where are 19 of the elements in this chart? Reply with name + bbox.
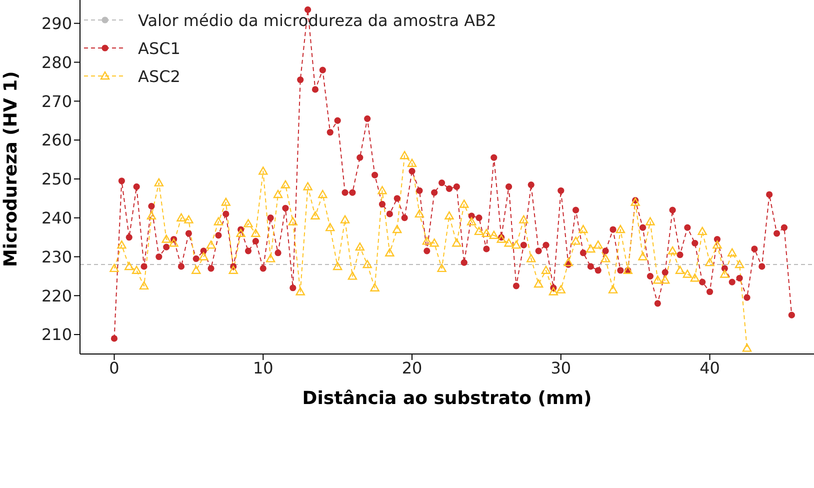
x-tick-label: 10 bbox=[252, 358, 274, 378]
x-axis-title: Distância ao substrato (mm) bbox=[302, 388, 592, 409]
y-tick-label: 240 bbox=[41, 208, 72, 228]
y-axis-title: Microdureza (HV 1) bbox=[0, 71, 22, 267]
y-tick-label: 280 bbox=[41, 52, 72, 72]
y-tick-label: 270 bbox=[41, 92, 72, 111]
y-tick-label: 220 bbox=[41, 286, 72, 306]
legend-label: ASC1 bbox=[138, 38, 180, 58]
legend-label: Valor médio da microdureza da amostra AB2 bbox=[138, 10, 496, 30]
x-tick-label: 40 bbox=[700, 358, 720, 378]
y-tick-label: 250 bbox=[41, 170, 72, 189]
y-tick-label: 210 bbox=[41, 325, 72, 344]
y-tick-label: 260 bbox=[41, 130, 72, 150]
y-tick-label: 230 bbox=[41, 247, 72, 266]
y-tick-label: 290 bbox=[41, 14, 72, 34]
x-tick-label: 0 bbox=[109, 358, 120, 378]
legend-label: ASC2 bbox=[138, 66, 180, 86]
x-tick-label: 30 bbox=[550, 358, 572, 378]
x-tick-label: 20 bbox=[402, 358, 422, 378]
